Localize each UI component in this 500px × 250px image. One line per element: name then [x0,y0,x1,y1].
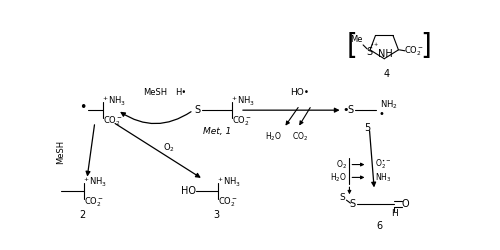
Text: H$_2$O: H$_2$O [330,171,347,184]
Text: CO$_2^-$: CO$_2^-$ [103,114,122,128]
Text: 6: 6 [376,221,382,231]
Text: H: H [391,210,398,218]
Text: 2: 2 [79,210,85,220]
Text: 3: 3 [213,210,220,220]
Text: $^+$NH$_3$: $^+$NH$_3$ [230,95,256,108]
Text: $^{•+}$: $^{•+}$ [370,43,380,49]
Text: •: • [378,109,384,119]
Text: S: S [340,193,345,202]
Text: Me: Me [350,36,362,44]
Text: HO: HO [181,186,196,196]
Text: O$_2^{•-}$: O$_2^{•-}$ [376,158,392,171]
Text: 4: 4 [383,68,390,78]
Text: O$_2$: O$_2$ [162,142,174,154]
Text: MeSH: MeSH [56,140,66,164]
Text: CO$_2$: CO$_2$ [292,130,308,143]
Text: $^+$NH$_3$: $^+$NH$_3$ [101,95,126,108]
Text: NH$_3$: NH$_3$ [376,171,392,184]
Text: [: [ [347,32,358,60]
Text: S: S [348,105,354,115]
Text: MeSH: MeSH [144,88,168,97]
Text: NH$_2$: NH$_2$ [380,99,398,112]
Text: CO$_2^-$: CO$_2^-$ [232,114,252,128]
Text: $^+$NH$_3$: $^+$NH$_3$ [216,176,242,189]
Text: O$_2$: O$_2$ [336,158,347,171]
Text: H$_2$O: H$_2$O [266,130,282,143]
Text: CO$_2^-$: CO$_2^-$ [84,196,104,209]
Text: CO$_2^-$: CO$_2^-$ [404,44,424,58]
Text: HO•: HO• [290,88,310,97]
Text: H•: H• [175,88,186,97]
Text: CO$_2^-$: CO$_2^-$ [218,196,238,209]
Text: NH: NH [378,49,392,59]
Text: S: S [194,105,200,115]
Text: 5: 5 [364,123,370,133]
Text: Met, 1: Met, 1 [203,128,232,136]
Text: •: • [342,105,348,115]
Text: ]: ] [420,32,432,60]
Text: S: S [366,47,372,57]
Text: S: S [350,199,356,209]
Text: O: O [402,199,409,209]
Text: •: • [79,101,86,114]
Text: $^+$NH$_3$: $^+$NH$_3$ [82,176,108,189]
